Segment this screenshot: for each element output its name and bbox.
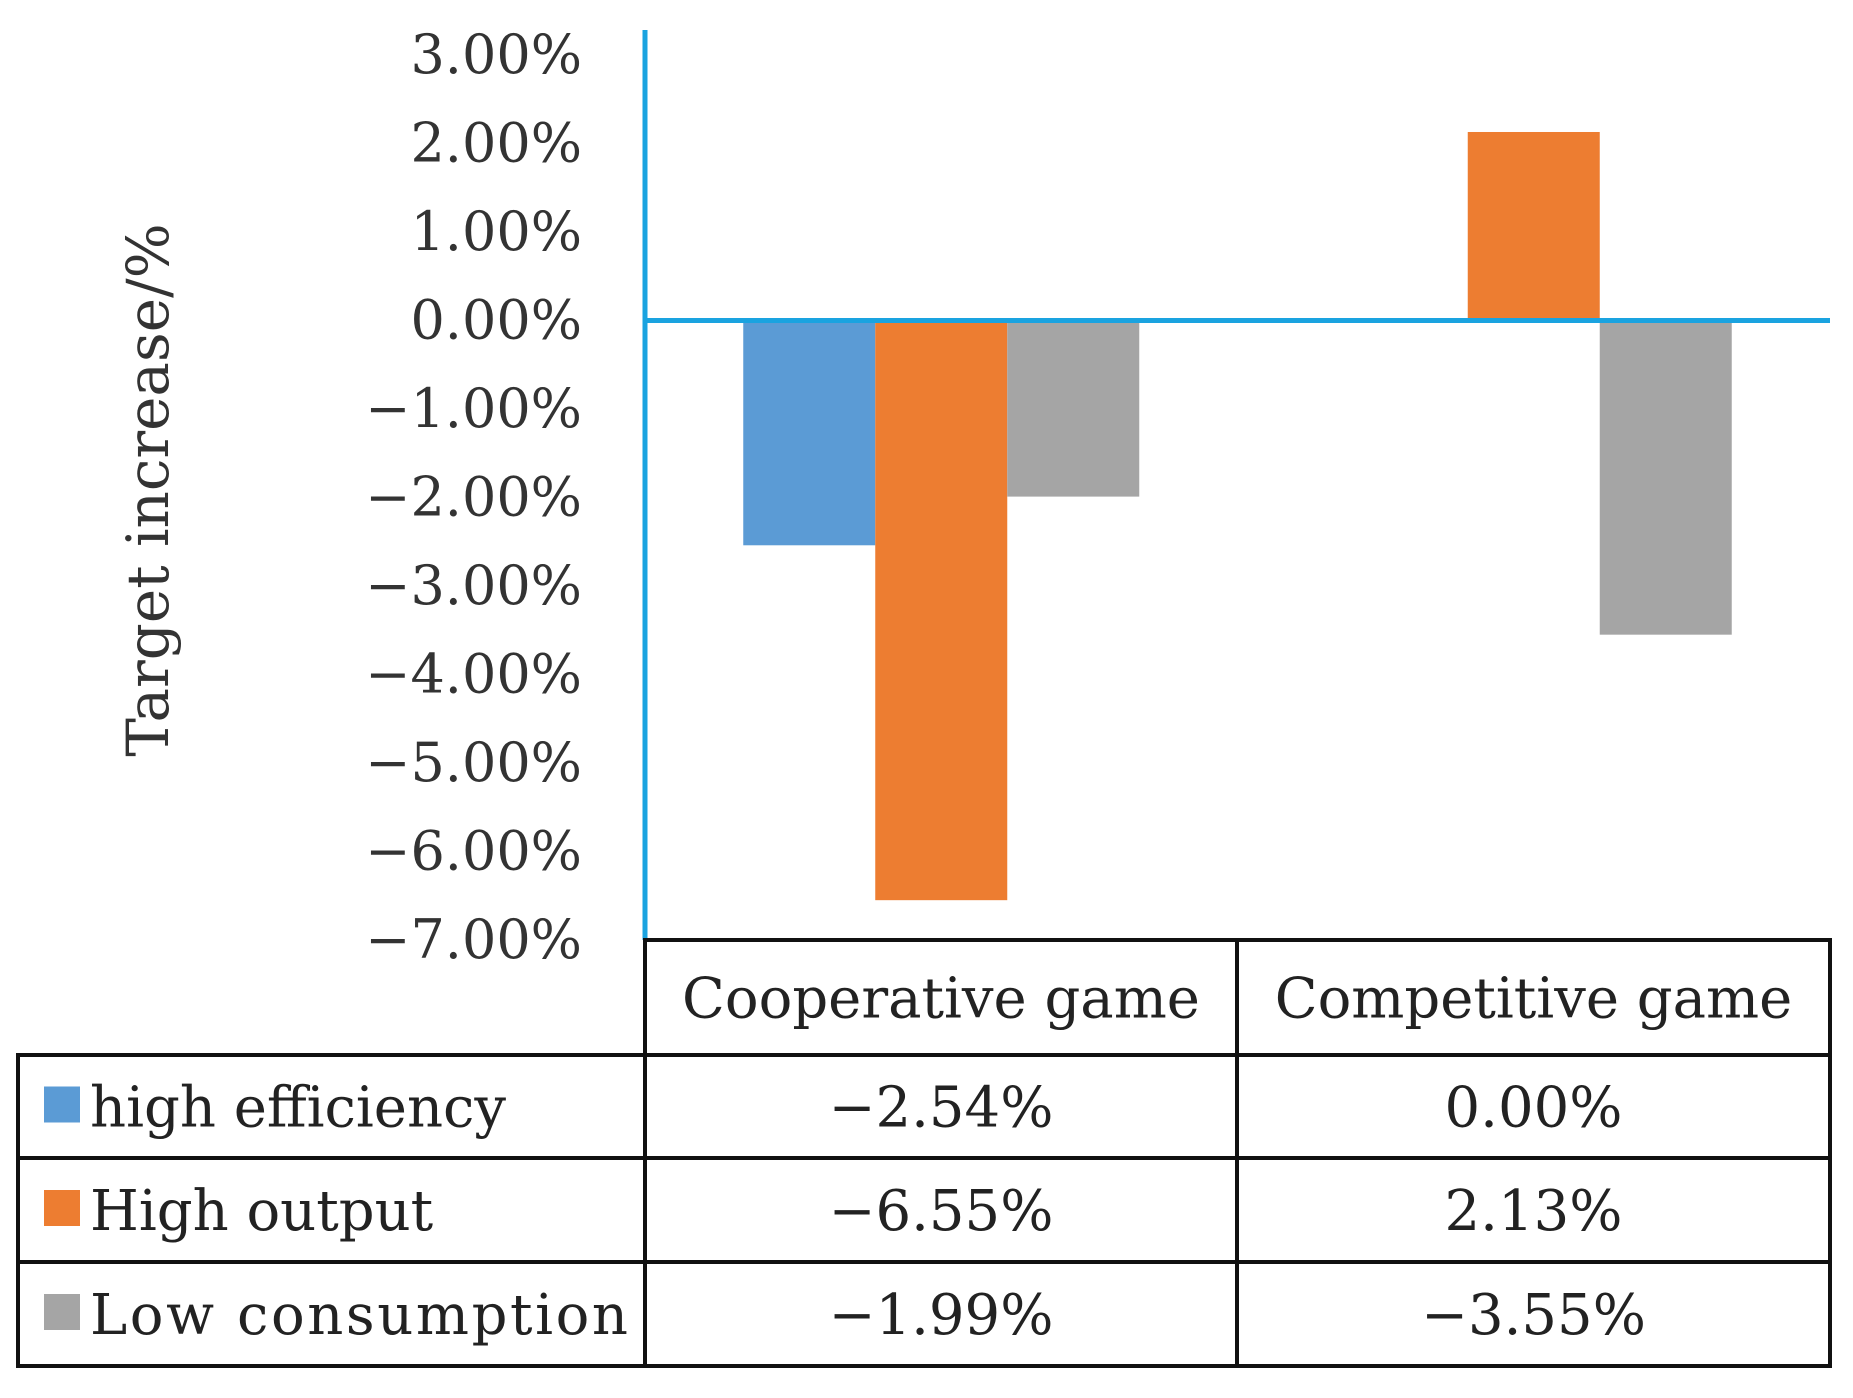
legend-swatch bbox=[44, 1190, 80, 1226]
legend-label: Low consumption bbox=[90, 1283, 628, 1348]
bars bbox=[743, 131, 1732, 901]
data-label: −3.55% bbox=[1421, 1283, 1646, 1348]
data-label: 2.13% bbox=[1445, 1179, 1623, 1244]
y-axis-label: Target increase/% bbox=[114, 223, 182, 756]
data-label: −1.99% bbox=[829, 1283, 1054, 1348]
y-tick-label: −2.00% bbox=[365, 466, 582, 529]
y-tick-label: −5.00% bbox=[365, 731, 582, 794]
y-tick-label: −1.00% bbox=[365, 377, 582, 440]
category-label: Cooperative game bbox=[682, 967, 1200, 1032]
legend-swatch bbox=[44, 1086, 80, 1123]
bar-high-output-cooperative bbox=[875, 320, 1008, 901]
data-label: 0.00% bbox=[1445, 1076, 1623, 1141]
y-tick-label: −6.00% bbox=[365, 820, 582, 883]
y-tick-label: 2.00% bbox=[410, 112, 582, 175]
y-tick-label: 3.00% bbox=[410, 23, 582, 86]
y-axis-ticks: 3.00% 2.00% 1.00% 0.00% −1.00% −2.00% −3.00% −4… bbox=[365, 23, 582, 971]
bar-low-consumption-cooperative bbox=[1007, 320, 1140, 497]
y-tick-label: −7.00% bbox=[365, 908, 582, 971]
bar-high-efficiency-cooperative bbox=[743, 320, 876, 546]
y-tick-label: 0.00% bbox=[410, 289, 582, 352]
y-tick-label: −4.00% bbox=[365, 643, 582, 706]
bar-low-consumption-competitive bbox=[1599, 320, 1732, 635]
y-tick-label: 1.00% bbox=[410, 200, 582, 263]
legend-label: high efficiency bbox=[90, 1076, 506, 1141]
data-label: −6.55% bbox=[829, 1179, 1054, 1244]
y-tick-label: −3.00% bbox=[365, 554, 582, 617]
data-table: Cooperative game Competitive game high eff… bbox=[16, 938, 1832, 1368]
table-body-border bbox=[16, 1053, 1832, 1368]
legend-label: High output bbox=[90, 1179, 434, 1244]
data-label: −2.54% bbox=[829, 1076, 1054, 1141]
bar-high-output-competitive bbox=[1467, 131, 1600, 321]
legend-swatch bbox=[44, 1294, 80, 1330]
category-label: Competitive game bbox=[1275, 967, 1793, 1032]
